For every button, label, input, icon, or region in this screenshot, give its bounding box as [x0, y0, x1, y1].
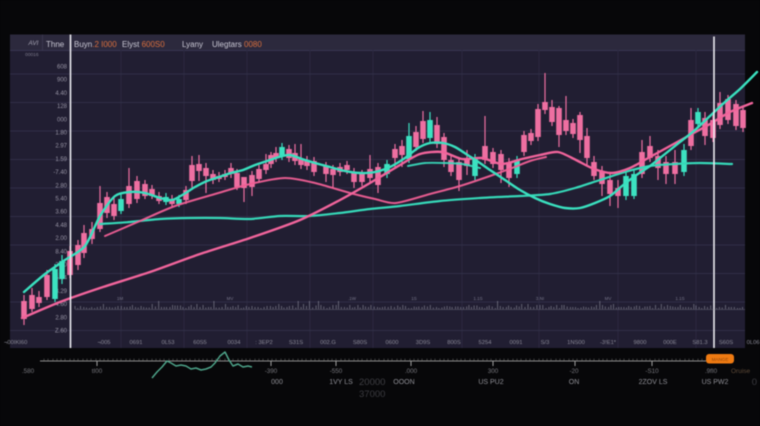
svg-text:5254: 5254: [479, 340, 493, 346]
svg-text:1.80: 1.80: [55, 131, 67, 137]
svg-text:OOON: OOON: [393, 379, 414, 386]
svg-text:002.G: 002.G: [320, 340, 336, 346]
svg-text:1.59: 1.59: [55, 157, 67, 163]
svg-text:2.00: 2.00: [55, 236, 67, 242]
svg-text:3.NI: 3.NI: [536, 296, 544, 301]
svg-text:128: 128: [57, 104, 68, 110]
svg-text:-20: -20: [569, 368, 579, 375]
svg-text:S81.3: S81.3: [692, 340, 707, 346]
svg-text:0L53: 0L53: [162, 340, 175, 346]
svg-text:Lyany: Lyany: [182, 40, 203, 49]
svg-text:1NS00: 1NS00: [567, 340, 585, 346]
svg-text:3.60: 3.60: [55, 210, 67, 216]
svg-text:MANGE: MANGE: [712, 357, 729, 362]
svg-text:tI00: tI00: [92, 368, 103, 375]
svg-text:000E: 000E: [663, 340, 677, 346]
svg-text:37000: 37000: [359, 389, 385, 400]
svg-text:US PU2: US PU2: [478, 379, 503, 386]
svg-text:-390: -390: [265, 368, 278, 375]
svg-text:: 3EP2: : 3EP2: [255, 340, 272, 346]
svg-text:2.80: 2.80: [55, 315, 67, 321]
svg-text:5.40: 5.40: [55, 197, 67, 203]
svg-text:AVI: AVI: [27, 40, 38, 47]
svg-text:S60S: S60S: [719, 340, 733, 346]
svg-text:8.40: 8.40: [55, 249, 67, 255]
svg-text:Oruise: Oruise: [731, 368, 751, 375]
svg-text:1S: 1S: [411, 296, 417, 301]
svg-text:-3!E1*: -3!E1*: [600, 340, 617, 346]
svg-text:4.40: 4.40: [55, 91, 67, 97]
svg-text:800S: 800S: [447, 340, 461, 346]
svg-text:S31S: S31S: [289, 340, 303, 346]
svg-text:000: 000: [271, 379, 283, 386]
svg-text:300: 300: [488, 368, 499, 375]
svg-text:.1W: .1W: [348, 296, 357, 301]
svg-text:2.80: 2.80: [55, 183, 67, 189]
svg-text:1.1S: 1.1S: [675, 296, 684, 301]
svg-text:0L06O0: 0L06O0: [747, 340, 760, 346]
svg-text:ON: ON: [569, 379, 580, 386]
svg-text:2ZOV LS: 2ZOV LS: [639, 379, 668, 386]
svg-text:000: 000: [57, 117, 68, 123]
svg-text:0034: 0034: [228, 340, 242, 346]
svg-text:MV: MV: [227, 296, 234, 301]
svg-text:¬00IKI60: ¬00IKI60: [4, 340, 27, 346]
svg-text:S80S: S80S: [353, 340, 367, 346]
svg-text:4.60: 4.60: [55, 302, 67, 308]
svg-text:MV: MV: [605, 296, 612, 301]
svg-text:Elyst 600S0: Elyst 600S0: [122, 40, 165, 49]
svg-text:-S10: -S10: [645, 368, 659, 375]
svg-text:900: 900: [57, 78, 68, 84]
svg-text:Buyn.2 I000: Buyn.2 I000: [74, 40, 117, 49]
svg-text:.580: .580: [22, 368, 35, 375]
svg-text:1VY LS: 1VY LS: [329, 379, 353, 386]
svg-text:4.48: 4.48: [55, 223, 67, 229]
svg-text:.9fI0: .9fI0: [705, 368, 718, 375]
svg-text:60S5: 60S5: [193, 340, 207, 346]
svg-text:Ulegtars 0080: Ulegtars 0080: [212, 40, 262, 49]
svg-text:3.29: 3.29: [55, 289, 67, 295]
svg-text:Thne: Thne: [46, 40, 65, 49]
svg-text:20000: 20000: [359, 377, 385, 388]
svg-text:2.97: 2.97: [55, 144, 67, 150]
svg-text:¬005: ¬005: [97, 340, 110, 346]
svg-text:US PW2: US PW2: [702, 379, 729, 386]
svg-text:608: 608: [57, 65, 68, 71]
svg-text:9800: 9800: [634, 340, 647, 346]
svg-text:Z.60: Z.60: [55, 329, 68, 335]
svg-text:0691: 0691: [130, 340, 143, 346]
svg-text:1.1S: 1.1S: [473, 296, 482, 301]
svg-text:3D9S: 3D9S: [416, 340, 431, 346]
svg-text:S/3: S/3: [541, 340, 550, 346]
svg-text:0: 0: [752, 377, 757, 388]
svg-text:-7.40: -7.40: [53, 170, 67, 176]
svg-text:0091: 0091: [510, 340, 523, 346]
svg-text:1M: 1M: [117, 296, 124, 301]
svg-text:00016: 00016: [25, 52, 39, 58]
svg-text:-550: -550: [330, 368, 343, 375]
svg-text:0600: 0600: [386, 340, 399, 346]
svg-text:.000: .000: [405, 368, 418, 375]
